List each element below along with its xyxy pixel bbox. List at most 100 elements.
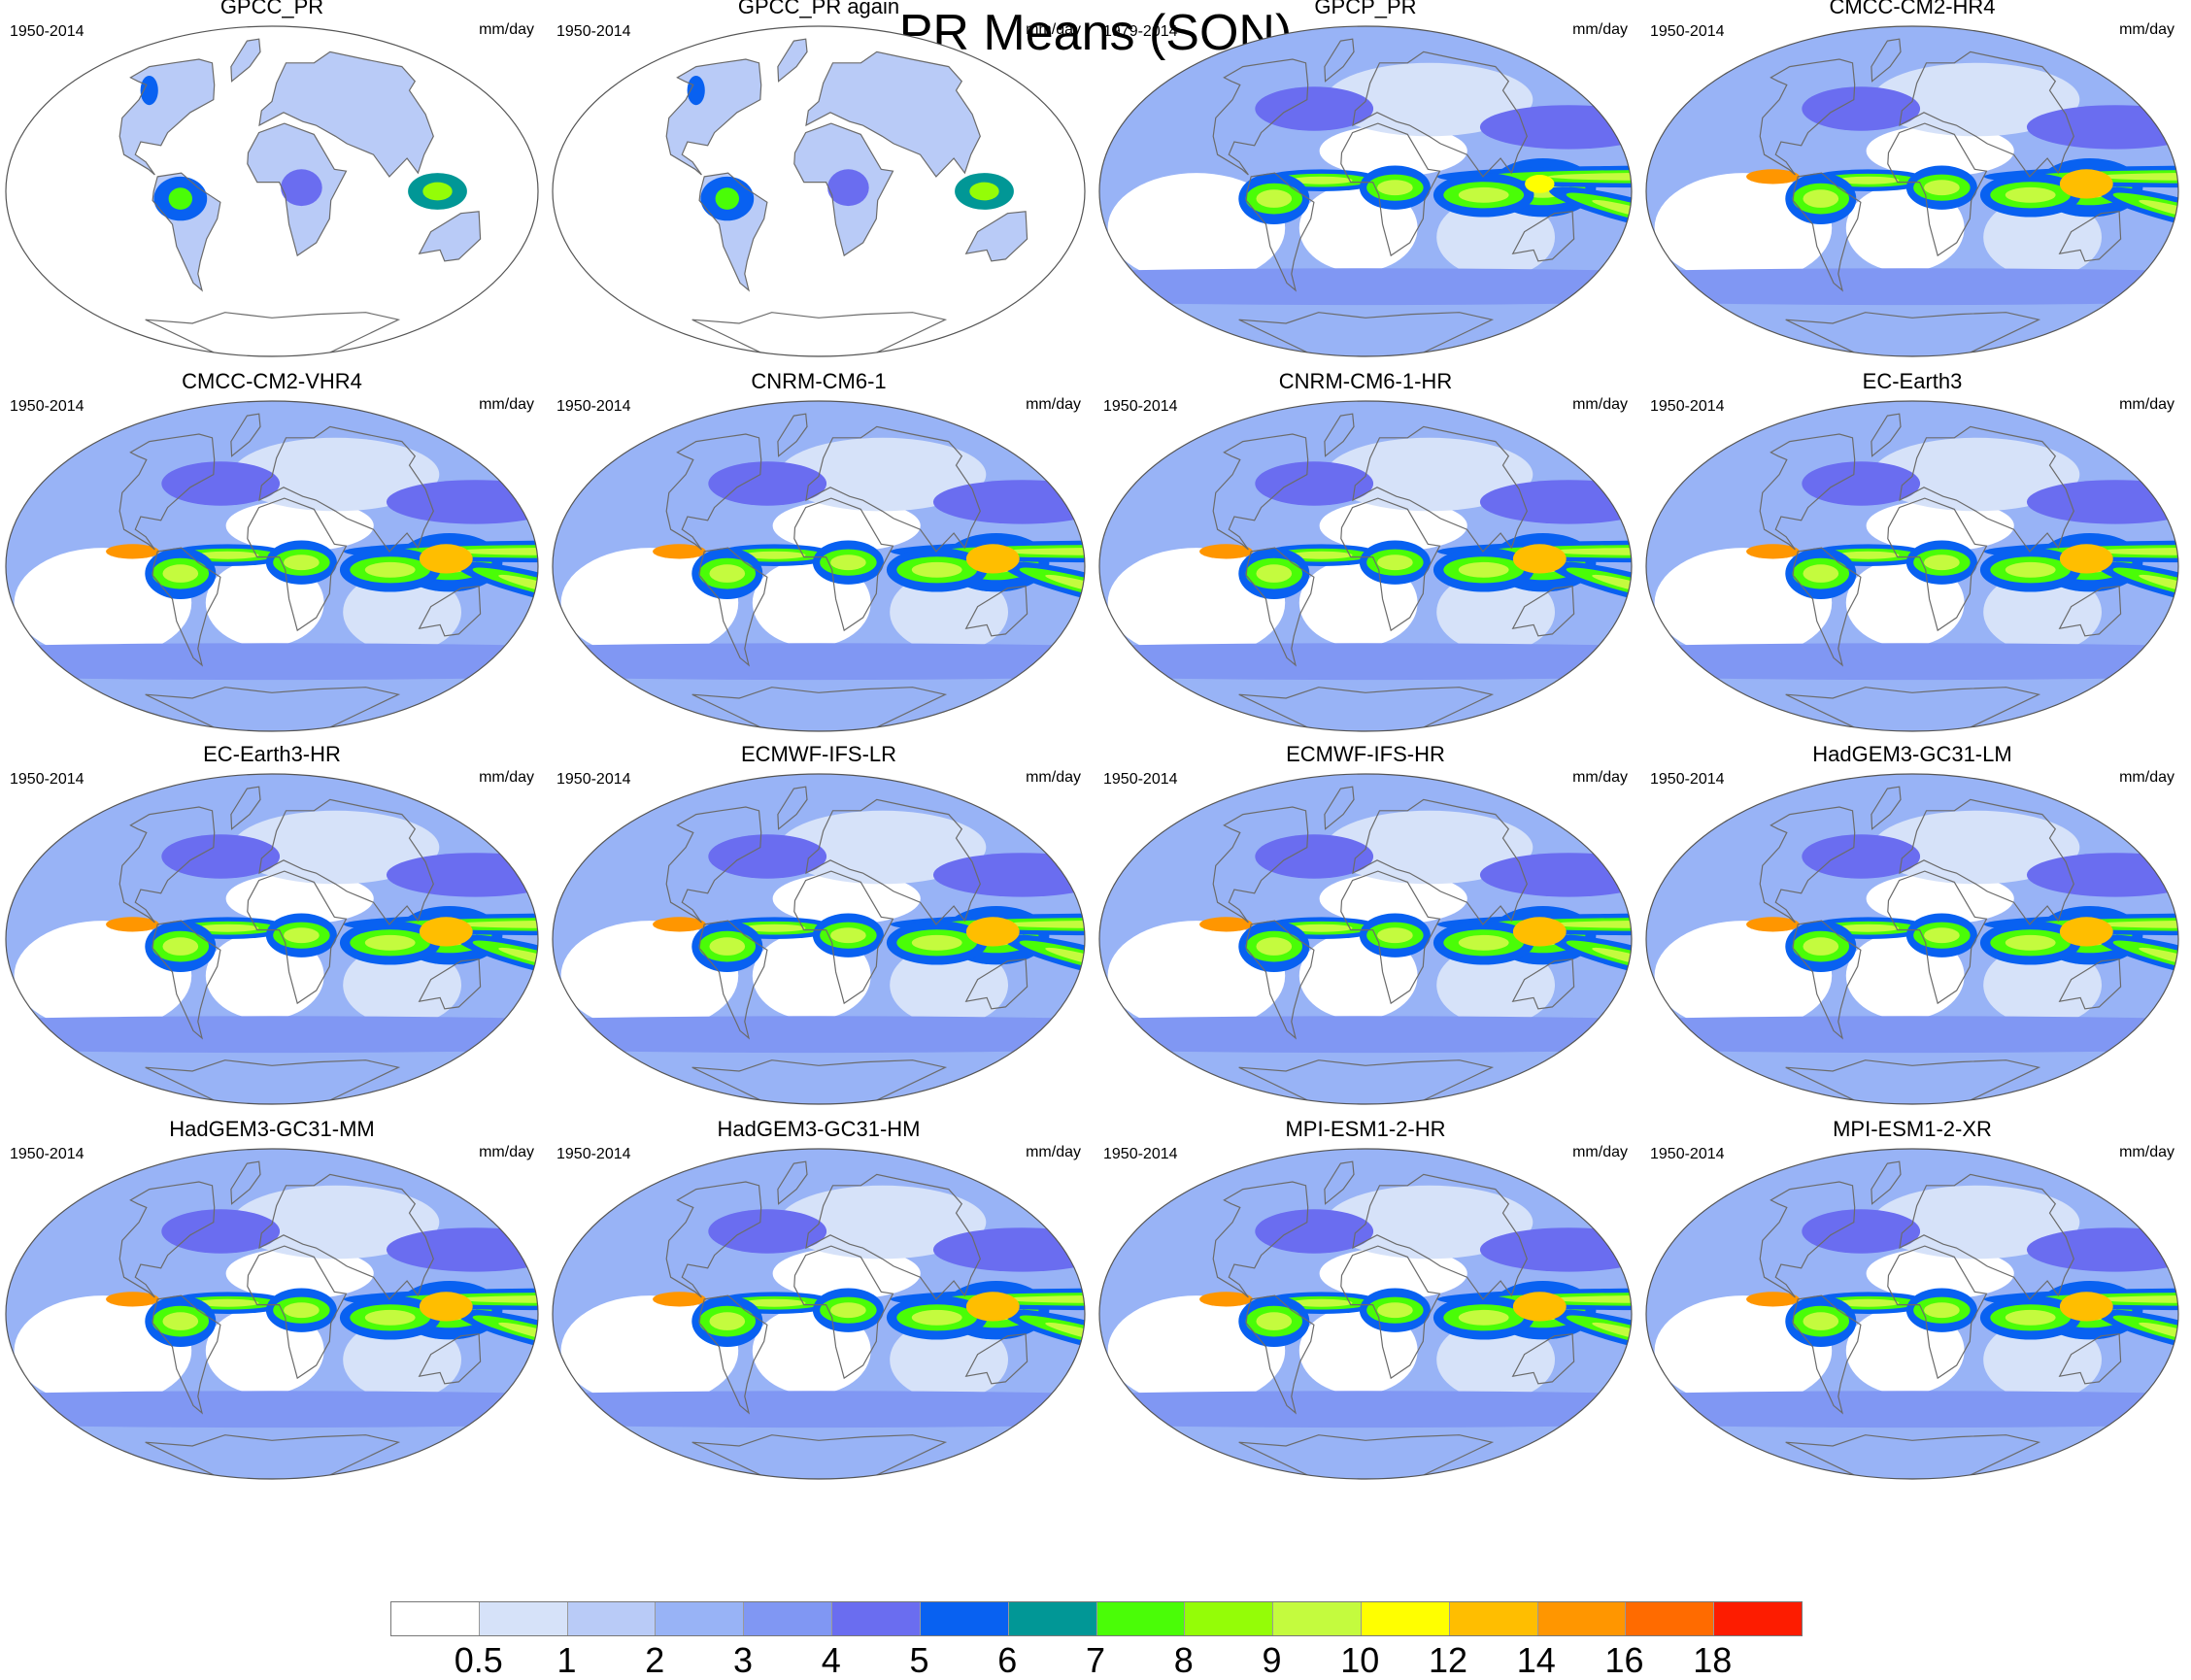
panel-period: 1950-2014 bbox=[556, 1146, 631, 1162]
itcz-pacific-core bbox=[1000, 1294, 1085, 1303]
map-border bbox=[5, 1148, 539, 1480]
dry-zone-s-indian bbox=[1436, 571, 1555, 653]
land-eurasia bbox=[259, 51, 434, 177]
dry-zone-s-indian bbox=[1983, 1319, 2102, 1400]
coastline-eurasia bbox=[258, 798, 434, 925]
east-pacific-peak bbox=[653, 917, 706, 932]
coastline-antarctica bbox=[1238, 687, 1495, 731]
storm-track-southern-ocean bbox=[553, 1391, 1085, 1428]
map-border bbox=[1098, 773, 1633, 1105]
coastline-australia bbox=[1511, 586, 1575, 637]
colorbar-label: 16 bbox=[1604, 1640, 1644, 1680]
coastline-greenland bbox=[777, 786, 808, 830]
storm-track-n-atlantic bbox=[161, 834, 281, 879]
amazon-core bbox=[162, 1312, 199, 1330]
colorbar-label: 9 bbox=[1262, 1640, 1282, 1680]
itcz-pacific-core bbox=[454, 920, 538, 928]
storm-track-southern-ocean bbox=[1646, 1016, 2178, 1054]
coastline-eurasia bbox=[805, 50, 981, 178]
coastline-africa bbox=[1340, 122, 1441, 257]
panel-title: MPI-ESM1-2-HR bbox=[1285, 1117, 1446, 1141]
panel-period: 1950-2014 bbox=[1103, 771, 1178, 788]
panel-title: CNRM-CM6-1-HR bbox=[1278, 369, 1453, 393]
amazon-core bbox=[709, 1312, 746, 1330]
coastline-south-america bbox=[698, 920, 768, 1040]
coastline-south-america bbox=[1245, 920, 1315, 1040]
colorbar-label: 4 bbox=[821, 1640, 841, 1680]
land-greenland bbox=[230, 39, 260, 82]
colorbar-box bbox=[1449, 1602, 1538, 1635]
storm-track-southern-ocean bbox=[1099, 1391, 1632, 1428]
coastline-greenland bbox=[230, 38, 261, 83]
map-border bbox=[1645, 1148, 2179, 1480]
colorbar bbox=[390, 1601, 1803, 1636]
dry-zone-sahara bbox=[1319, 873, 1467, 924]
itcz-pacific-mid bbox=[388, 545, 538, 558]
indian-ocean-core bbox=[364, 561, 416, 578]
colorbar-box bbox=[832, 1602, 921, 1635]
map-panel: HadGEM3-GC31-LM 1950-2014 mm/day bbox=[1640, 742, 2184, 1105]
coastline-antarctica bbox=[1238, 1059, 1495, 1104]
coastline-antarctica bbox=[691, 687, 948, 731]
panel-period: 1979-2014 bbox=[1103, 23, 1178, 40]
precipitation-map bbox=[5, 1148, 539, 1480]
indian-ocean-core bbox=[2005, 934, 2056, 951]
indian-ocean-core bbox=[2005, 186, 2056, 203]
warm-pool-peak bbox=[1512, 1292, 1567, 1322]
colorbar-box bbox=[1273, 1602, 1362, 1635]
panel-units: mm/day bbox=[1572, 396, 1628, 413]
colorbar-box bbox=[1361, 1602, 1450, 1635]
precipitation-map bbox=[552, 1148, 1086, 1480]
east-pacific-peak bbox=[653, 1292, 706, 1307]
coastline-africa bbox=[793, 497, 894, 632]
colorbar-box bbox=[1714, 1602, 1802, 1635]
panel-units: mm/day bbox=[479, 1144, 534, 1160]
map-panel: MPI-ESM1-2-XR 1950-2014 mm/day bbox=[1640, 1117, 2184, 1480]
dry-zone-sahara bbox=[1866, 500, 2014, 552]
coastline-north-america bbox=[118, 806, 216, 924]
itcz-atlantic-core bbox=[1290, 176, 1353, 185]
dry-zone-asia bbox=[779, 810, 987, 885]
panel-title: GPCP_PR bbox=[1314, 0, 1417, 18]
panel-title: CNRM-CM6-1 bbox=[751, 369, 887, 393]
map-panel: GPCC_PR again 1950-2014 mm/day bbox=[547, 0, 1091, 357]
storm-track-southern-ocean bbox=[1099, 643, 1632, 681]
coastline-north-america bbox=[665, 433, 762, 551]
precipitation-map bbox=[552, 400, 1086, 732]
dry-zone-asia bbox=[1872, 62, 2080, 137]
coastline-australia bbox=[964, 958, 1028, 1010]
map-border bbox=[552, 1148, 1086, 1480]
storm-track-n-atlantic bbox=[708, 1209, 827, 1254]
coastline-australia bbox=[418, 586, 482, 637]
map-border bbox=[5, 400, 539, 732]
panel-period: 1950-2014 bbox=[556, 398, 631, 415]
storm-track-southern-ocean bbox=[1646, 268, 2178, 306]
colorbar-label: 0.5 bbox=[454, 1640, 503, 1680]
coastline-africa bbox=[247, 870, 348, 1005]
central-africa-rain bbox=[281, 169, 322, 207]
coastline-north-america bbox=[1212, 1181, 1309, 1298]
amazon-core bbox=[168, 187, 192, 210]
dry-zone-sahara bbox=[1319, 1248, 1467, 1299]
dry-zone-asia bbox=[1326, 62, 1534, 137]
coastline-africa bbox=[1887, 122, 1988, 257]
east-pacific-peak bbox=[1746, 917, 1800, 932]
colorbar-box bbox=[479, 1602, 568, 1635]
panel-units: mm/day bbox=[1572, 769, 1628, 786]
colorbar-label: 7 bbox=[1085, 1640, 1106, 1680]
panel-period: 1950-2014 bbox=[10, 23, 84, 40]
east-pacific-peak bbox=[1199, 1292, 1253, 1307]
itcz-pacific-core bbox=[1000, 547, 1085, 555]
panel-units: mm/day bbox=[479, 769, 534, 786]
coastline-australia bbox=[2058, 211, 2122, 262]
central-africa-core bbox=[830, 554, 866, 571]
map-border bbox=[1645, 25, 2179, 357]
map-panel: EC-Earth3 1950-2014 mm/day bbox=[1640, 369, 2184, 732]
itcz-pacific-core bbox=[2094, 920, 2178, 928]
colorbar-label: 1 bbox=[556, 1640, 577, 1680]
spcz-core bbox=[2139, 947, 2178, 971]
coastline-antarctica bbox=[145, 1059, 401, 1104]
central-africa-rain bbox=[827, 169, 869, 207]
panel-title: GPCC_PR again bbox=[737, 0, 900, 18]
panel-units: mm/day bbox=[1026, 396, 1081, 413]
